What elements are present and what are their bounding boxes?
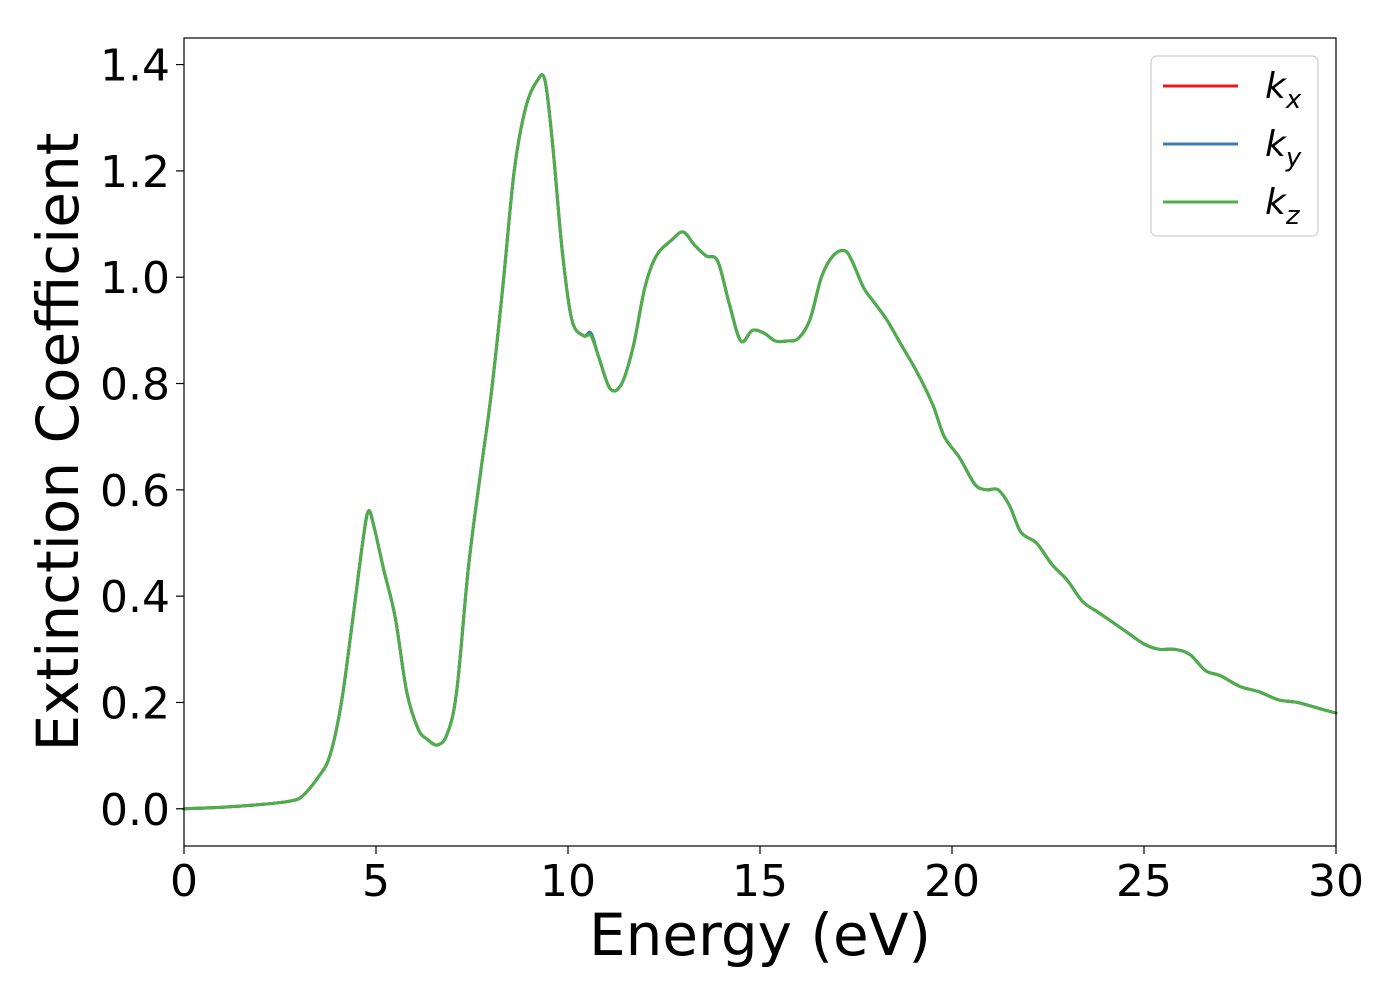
y-tick-label: 0.4 bbox=[100, 572, 170, 623]
x-tick-label: 10 bbox=[540, 856, 596, 907]
x-axis-title: Energy (eV) bbox=[589, 901, 931, 969]
y-tick-label: 0.6 bbox=[100, 466, 170, 517]
legend-label-z: kz bbox=[1265, 182, 1301, 231]
y-tick-label: 1.4 bbox=[100, 41, 170, 92]
legend-label-x: kx bbox=[1265, 66, 1302, 115]
y-tick-label: 1.2 bbox=[100, 147, 170, 198]
legend-label-base: k bbox=[1265, 124, 1288, 165]
legend-box bbox=[1150, 55, 1319, 237]
legend-label-y: ky bbox=[1265, 124, 1302, 173]
series-line-z bbox=[182, 73, 1338, 811]
x-tick-label: 0 bbox=[170, 856, 198, 907]
legend-label-base: k bbox=[1265, 182, 1288, 223]
x-tick-label: 15 bbox=[732, 856, 788, 907]
x-tick-label: 5 bbox=[362, 856, 390, 907]
series-layer bbox=[182, 73, 1338, 811]
legend-label-subscript: z bbox=[1285, 201, 1301, 231]
y-tick-label: 0.2 bbox=[100, 678, 170, 729]
legend-label-base: k bbox=[1265, 66, 1288, 107]
y-axis-title: Extinction Coefficient bbox=[24, 133, 92, 752]
legend-label-subscript: x bbox=[1285, 85, 1302, 115]
y-tick-label: 0.0 bbox=[100, 785, 170, 836]
y-tick-label: 0.8 bbox=[100, 360, 170, 411]
x-tick-label: 20 bbox=[924, 856, 980, 907]
x-tick-label: 30 bbox=[1308, 856, 1364, 907]
tick-layer: 0 5 10 15 20 25 30 0.0 0.2 0.4 0.6 0.8 1.0 1.2 1.4 bbox=[100, 41, 1364, 907]
y-tick-label: 1.0 bbox=[100, 253, 170, 304]
x-tick-label: 25 bbox=[1116, 856, 1172, 907]
legend-label-subscript: y bbox=[1285, 143, 1302, 173]
